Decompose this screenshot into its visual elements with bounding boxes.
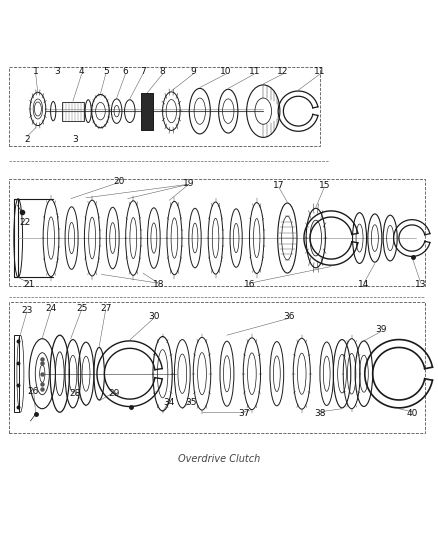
- Text: 7: 7: [140, 67, 145, 76]
- Text: 25: 25: [76, 304, 87, 312]
- Bar: [14, 335, 19, 412]
- Text: 27: 27: [100, 304, 111, 312]
- Text: 9: 9: [190, 67, 196, 76]
- Text: 34: 34: [163, 398, 174, 407]
- Text: 5: 5: [102, 67, 108, 76]
- Text: 11: 11: [314, 67, 325, 76]
- Text: 29: 29: [109, 389, 120, 398]
- Text: 36: 36: [283, 312, 295, 321]
- Text: 16: 16: [244, 279, 255, 288]
- Text: 13: 13: [414, 279, 426, 288]
- Bar: [10, 302, 424, 433]
- Text: 6: 6: [122, 67, 128, 76]
- Text: 28: 28: [69, 389, 81, 398]
- Bar: [10, 67, 319, 146]
- Text: Overdrive Clutch: Overdrive Clutch: [178, 454, 260, 464]
- Text: 8: 8: [159, 67, 165, 76]
- Bar: [62, 101, 84, 121]
- Text: 38: 38: [314, 409, 325, 417]
- Bar: [10, 179, 424, 286]
- Text: 2: 2: [24, 135, 30, 144]
- Text: 37: 37: [237, 409, 249, 417]
- Text: 11: 11: [248, 67, 260, 76]
- Text: 10: 10: [220, 67, 231, 76]
- Bar: [141, 93, 153, 130]
- Text: 39: 39: [375, 326, 386, 334]
- Text: 26: 26: [28, 387, 39, 395]
- Text: 22: 22: [19, 218, 30, 227]
- Text: 1: 1: [33, 67, 39, 76]
- Text: 23: 23: [21, 306, 32, 315]
- Text: 12: 12: [277, 67, 288, 76]
- Bar: [141, 93, 153, 130]
- Text: 30: 30: [148, 312, 159, 321]
- Text: 3: 3: [72, 135, 78, 144]
- Bar: [14, 199, 18, 278]
- Text: 4: 4: [79, 67, 84, 76]
- Text: 15: 15: [318, 181, 329, 190]
- Text: 19: 19: [183, 179, 194, 188]
- Text: 18: 18: [152, 279, 164, 288]
- Text: 21: 21: [23, 279, 35, 288]
- Text: 40: 40: [406, 409, 417, 417]
- Text: 17: 17: [272, 181, 284, 190]
- Text: 35: 35: [185, 398, 196, 407]
- Text: 3: 3: [55, 67, 60, 76]
- Text: 20: 20: [113, 176, 124, 185]
- Text: 14: 14: [357, 279, 369, 288]
- Text: 24: 24: [45, 304, 57, 312]
